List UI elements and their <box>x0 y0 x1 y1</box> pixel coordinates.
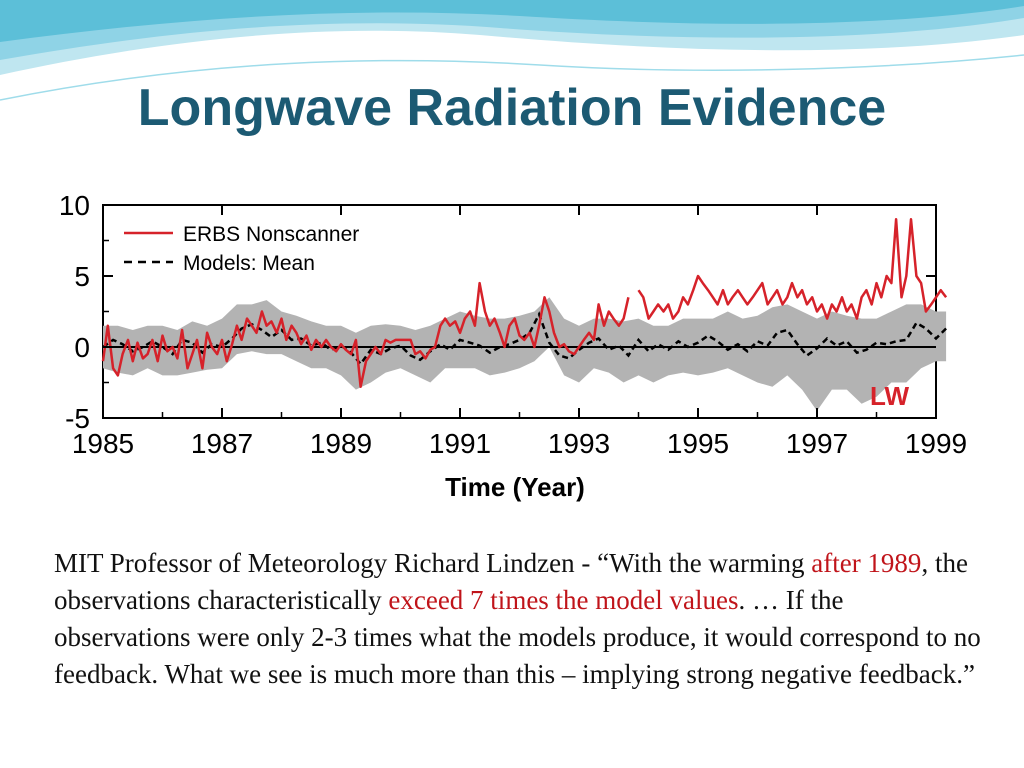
x-tick-label: 1987 <box>191 428 253 459</box>
x-axis-ticks: 1985 1987 1989 1991 1993 1995 1997 1999 <box>72 205 967 459</box>
y-axis-ticks: -5 0 5 10 <box>59 190 936 434</box>
erbs-nonscanner-series <box>101 217 948 389</box>
header-wave-decoration <box>0 0 1024 101</box>
quote-caption: MIT Professor of Meteorology Richard Lin… <box>54 545 984 693</box>
model-range-band <box>103 297 947 411</box>
legend-label-erbs: ERBS Nonscanner <box>183 223 359 246</box>
x-tick-label: 1991 <box>429 428 491 459</box>
y-tick-label: 10 <box>59 190 90 221</box>
chart-legend: ERBS Nonscanner Models: Mean <box>124 223 359 275</box>
y-tick-label: -5 <box>65 403 90 434</box>
x-tick-label: 1989 <box>310 428 372 459</box>
caption-text-2: , the observations characteristically <box>54 548 968 615</box>
slide-title: Longwave Radiation Evidence <box>137 79 887 137</box>
caption-text-3: . … If the observations were only 2-3 ti… <box>54 585 981 689</box>
y-tick-label: 5 <box>74 261 90 292</box>
erbs-nonscanner-line <box>101 217 948 389</box>
caption-highlight-1: after 1989 <box>811 548 922 578</box>
models-mean-line <box>102 311 947 367</box>
x-tick-label: 1997 <box>786 428 848 459</box>
caption-text-1: MIT Professor of Meteorology Richard Lin… <box>54 548 812 578</box>
model-mean-series <box>102 311 947 367</box>
y-tick-label: 0 <box>74 332 90 363</box>
caption-highlight-2: exceed 7 times the model values <box>388 585 739 615</box>
legend-label-models: Models: Mean <box>183 252 315 275</box>
lw-annotation: LW <box>870 381 909 411</box>
x-tick-label: 1993 <box>548 428 610 459</box>
lw-radiation-chart: 1985 1987 1989 1991 1993 1995 1997 1999 -50510 … <box>59 190 967 502</box>
x-tick-label: 1985 <box>72 428 134 459</box>
x-tick-label: 1999 <box>905 428 967 459</box>
model-range-band-area <box>103 297 947 411</box>
x-tick-label: 1995 <box>667 428 729 459</box>
x-axis-label: Time (Year) <box>445 472 585 502</box>
